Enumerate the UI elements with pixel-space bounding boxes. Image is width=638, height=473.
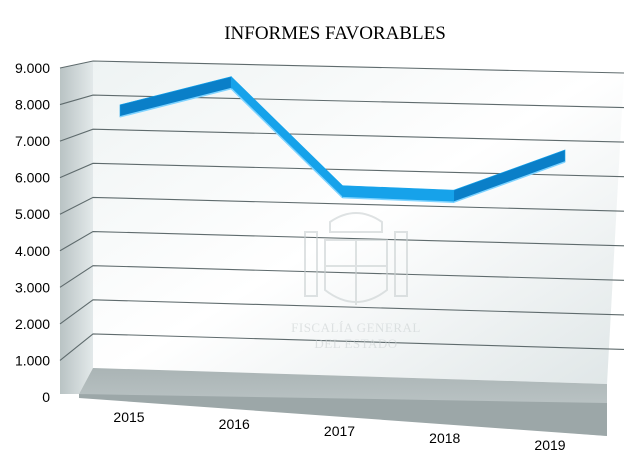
gridline — [59, 265, 625, 288]
gridline — [59, 196, 625, 215]
line-highlight — [342, 196, 454, 203]
y-tick-label: 4.000 — [15, 243, 50, 259]
chart-title: INFORMES FAVORABLES — [224, 23, 446, 44]
gridline — [59, 299, 625, 325]
side-wall — [60, 61, 93, 394]
line-highlight — [230, 88, 344, 199]
y-tick-label: 2.000 — [15, 316, 50, 332]
y-tick-label: 1.000 — [15, 352, 50, 368]
x-tick-label: 2016 — [219, 416, 250, 432]
y-tick-label: 7.000 — [15, 133, 50, 149]
coat-of-arms-icon — [304, 212, 408, 305]
gridline — [59, 94, 625, 109]
watermark-line-1: FISCALÍA GENERAL — [291, 320, 421, 335]
floor-edge — [79, 394, 607, 436]
gridlines — [59, 60, 625, 361]
series-line — [119, 75, 566, 203]
watermark: FISCALÍA GENERAL DEL ESTADO — [291, 212, 421, 351]
y-tick-label: 9.000 — [15, 60, 50, 76]
gridline — [59, 162, 625, 179]
gridline — [59, 231, 625, 252]
line-highlight — [119, 87, 232, 118]
y-tick-label: 8.000 — [15, 97, 50, 113]
y-tick-label: 5.000 — [15, 206, 50, 222]
watermark-line-2: DEL ESTADO — [314, 336, 397, 351]
y-axis-ticks: 0 1.000 2.000 3.000 4.000 5.000 6.000 7.000 8.00… — [15, 60, 50, 405]
x-tick-label: 2017 — [324, 423, 355, 439]
x-tick-label: 2019 — [534, 437, 565, 453]
y-tick-label: 0 — [42, 389, 50, 405]
gridline — [59, 128, 625, 143]
x-tick-label: 2018 — [429, 430, 460, 446]
line-highlight — [453, 161, 566, 203]
gridline — [59, 60, 625, 74]
y-tick-label: 3.000 — [15, 279, 50, 295]
x-tick-label: 2015 — [113, 409, 144, 425]
x-axis-ticks: 2015 2016 2017 2018 2019 — [113, 409, 565, 453]
y-tick-label: 6.000 — [15, 170, 50, 186]
gridline — [59, 333, 625, 361]
